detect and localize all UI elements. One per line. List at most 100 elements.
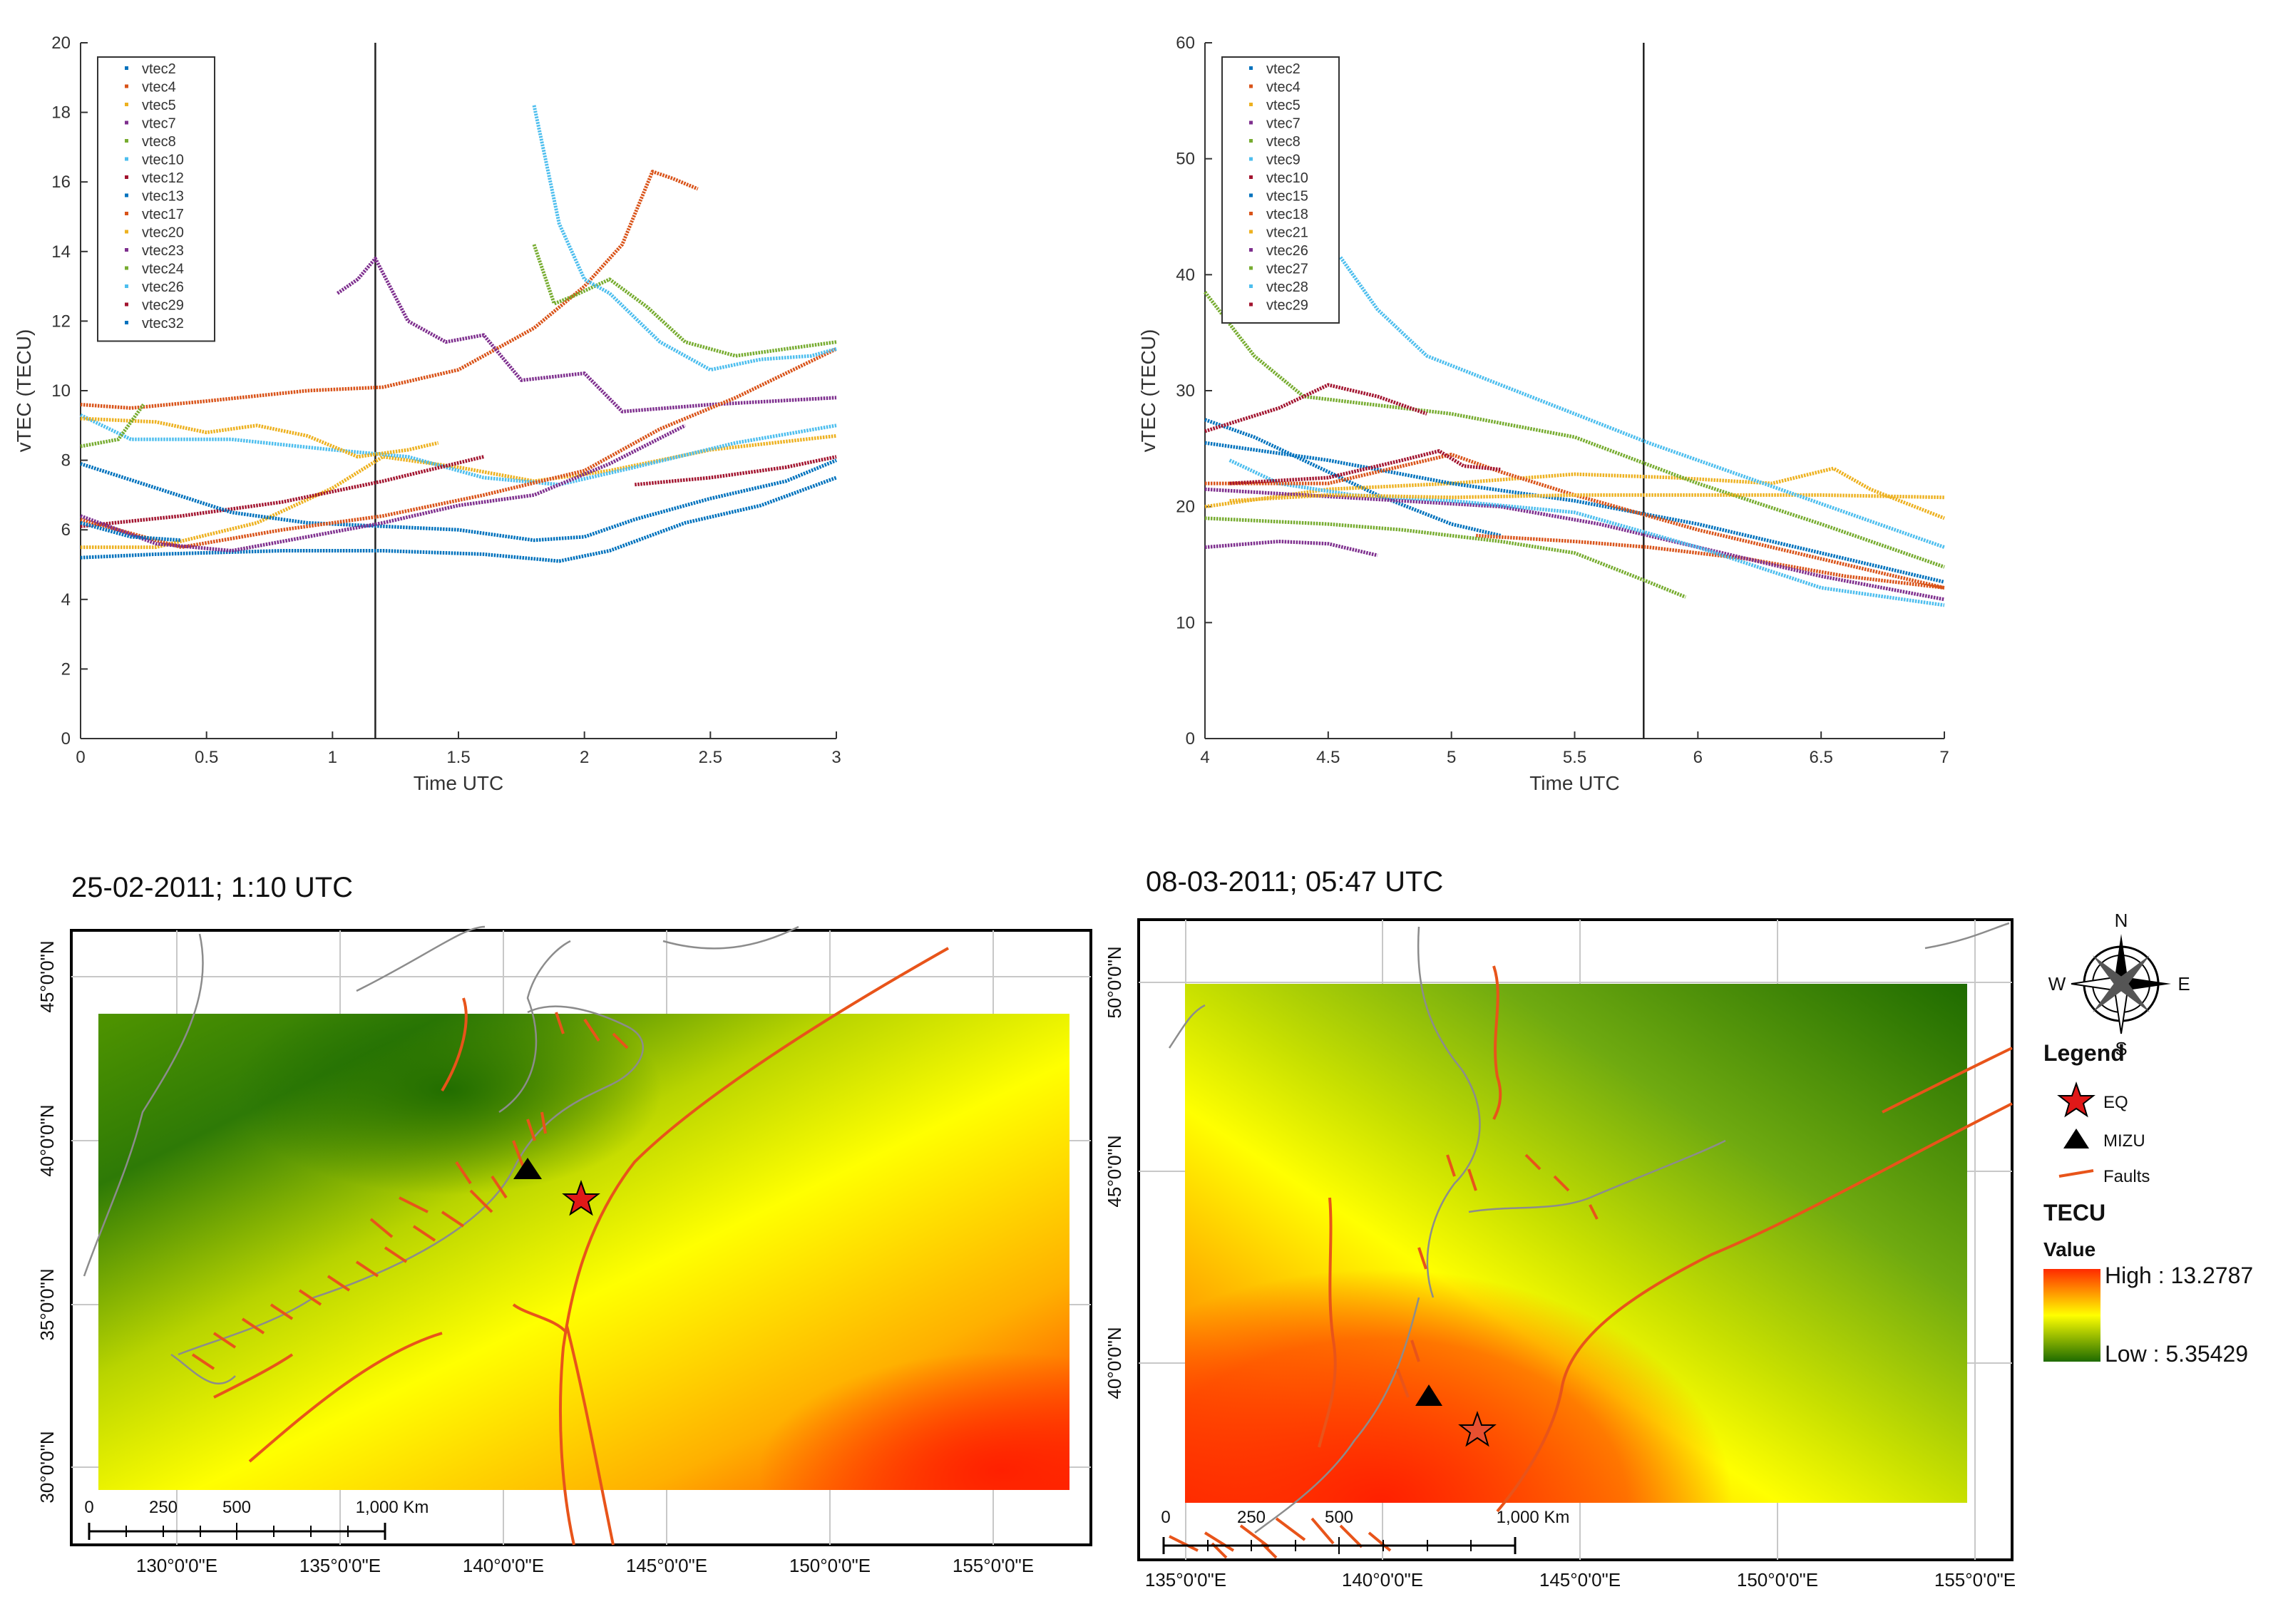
series-line-vtec32 [80,520,182,543]
y-tick-label: 16 [51,173,71,192]
svg-text:145°0'0"E: 145°0'0"E [626,1555,707,1576]
y-tick-label: 8 [61,451,71,471]
svg-text:0: 0 [1161,1508,1170,1527]
x-tick-label: 4 [1200,748,1209,767]
x-tick-label: 2.5 [699,748,722,767]
series-line-vtec21 [1229,493,1945,503]
legend-eq-label: EQ [2103,1093,2128,1112]
series-line-vtec18 [1205,453,1945,590]
compass-south-label: S [2115,1038,2127,1059]
map-right-eq-star-icon [1458,1410,1497,1447]
svg-text:35°0'0"N: 35°0'0"N [36,1268,58,1340]
vtec-chart-left: 0 0.5 1 1.5 2 2.5 3 0 2 4 6 8 10 12 14 16 18 20 Time UTC vT… [13,34,841,794]
map-right-title: 08-03-2011; 05:47 UTC [1146,866,1443,898]
x-tick-label: 0.5 [195,748,218,767]
svg-text:500: 500 [1325,1508,1353,1527]
legend-marker [1249,193,1253,197]
series-line-vtec9 [1228,458,1945,607]
y-tick-label: 2 [61,659,71,679]
x-tick-label: 5.5 [1563,748,1586,767]
legend-marker [125,103,128,106]
legend-entry: vtec26 [142,279,184,295]
svg-text:1,000 Km: 1,000 Km [356,1498,429,1517]
map-left-eq-star-icon [562,1179,600,1216]
y-tick-label: 50 [1176,150,1195,169]
legend-marker [125,139,128,143]
legend-marker [1249,120,1253,125]
y-tick-label: 14 [51,242,71,262]
map-right-mizu-triangle-icon [1415,1384,1442,1406]
legend-entry: vtec9 [1266,153,1301,168]
legend-marker [125,212,128,215]
series-line-vtec2 [80,476,837,563]
compass-west-label: W [2048,973,2066,995]
legend-marker [125,120,128,125]
map-left-title: 25-02-2011; 1:10 UTC [71,872,353,903]
svg-text:40°0'0"N: 40°0'0"N [36,1104,58,1176]
series-line-vtec4 [80,170,699,410]
legend-entry: vtec17 [142,207,184,222]
series-line-vtec26 [532,105,837,372]
y-tick-label: 10 [51,381,71,401]
map-right-fault-cluster [1169,1153,1599,1559]
legend-low-label: Low : 5.35429 [2105,1341,2248,1367]
legend-entry: vtec23 [142,243,184,259]
legend-marker [125,175,128,179]
x-tick-label: 5 [1447,748,1456,767]
series-line-vtec8 [1204,291,1945,569]
series-line-vtec29 [635,455,837,487]
tecu-color-ramp [2043,1269,2100,1362]
legend-marker [1249,284,1253,288]
legend-entry: vtec7 [142,116,176,132]
legend-fault-line-icon [2058,1169,2094,1178]
legend-marker [1249,175,1253,179]
legend-marker [125,193,128,197]
svg-text:135°0'0"E: 135°0'0"E [299,1555,381,1576]
vtec-chart-right: 4 4.5 5 5.5 6 6.5 7 0 10 20 30 40 50 60 Time UTC vTEC (… [1137,34,1949,794]
series-line-vtec15 [1204,441,1945,584]
svg-text:155°0'0"E: 155°0'0"E [1934,1569,2016,1590]
legend-entry: vtec5 [1266,98,1301,113]
x-tick-label: 4.5 [1316,748,1340,767]
legend-star-icon [2057,1081,2095,1118]
legend-marker [1249,157,1253,161]
legend-entry: vtec10 [1266,170,1308,186]
x-tick-label: 7 [1939,748,1949,767]
map-right-lat-labels: 40°0'0"N 45°0'0"N 50°0'0"N [1104,946,1125,1399]
legend-mizu-label: MIZU [2103,1131,2145,1151]
series-line-vtec7 [336,257,837,413]
legend-entry: vtec21 [1266,225,1308,241]
series-line-vtec2 [1204,418,1502,538]
map-legend: N S E W Legend EQ MIZU Faults TECU Value… [2043,910,2253,1367]
legend-entry: vtec18 [1266,207,1308,222]
x-axis-label: Time UTC [1529,772,1620,794]
map-left-coastline [83,925,799,1385]
map-left: 25-02-2011; 1:10 UTC [36,872,1092,1576]
legend-entry: vtec2 [1266,61,1301,77]
legend-marker [125,230,128,234]
legend-entry: vtec27 [1266,262,1308,277]
legend-marker [125,157,128,161]
series-line-vtec17 [80,347,838,550]
series-line-vtec28 [1339,256,1945,549]
series-line-vtec5 [1204,466,1945,520]
x-axis-label: Time UTC [414,772,504,794]
series-line-vtec10 [79,413,837,487]
legend-entry: vtec24 [142,262,184,277]
map-left-lon-labels: 130°0'0"E 135°0'0"E 140°0'0"E 145°0'0"E … [136,1555,1034,1576]
series-line-vtec8 [532,244,837,358]
map-right-tec-high-zone [1185,984,1967,1503]
y-axis-label: vTEC (TECU) [1137,329,1159,453]
legend-entry: vtec10 [142,153,184,168]
svg-text:1,000 Km: 1,000 Km [1497,1508,1570,1527]
y-tick-label: 12 [51,312,71,331]
map-right-scale-bar: 0 250 500 1,000 Km [1161,1508,1569,1554]
legend-entry: vtec28 [1266,279,1308,295]
map-right: 08-03-2011; 05:47 UTC [1104,866,2016,1590]
legend-marker [1249,212,1253,215]
legend-marker [125,321,128,324]
x-tick-label: 1 [328,748,337,767]
legend-marker [125,84,128,88]
svg-text:0: 0 [84,1498,93,1517]
